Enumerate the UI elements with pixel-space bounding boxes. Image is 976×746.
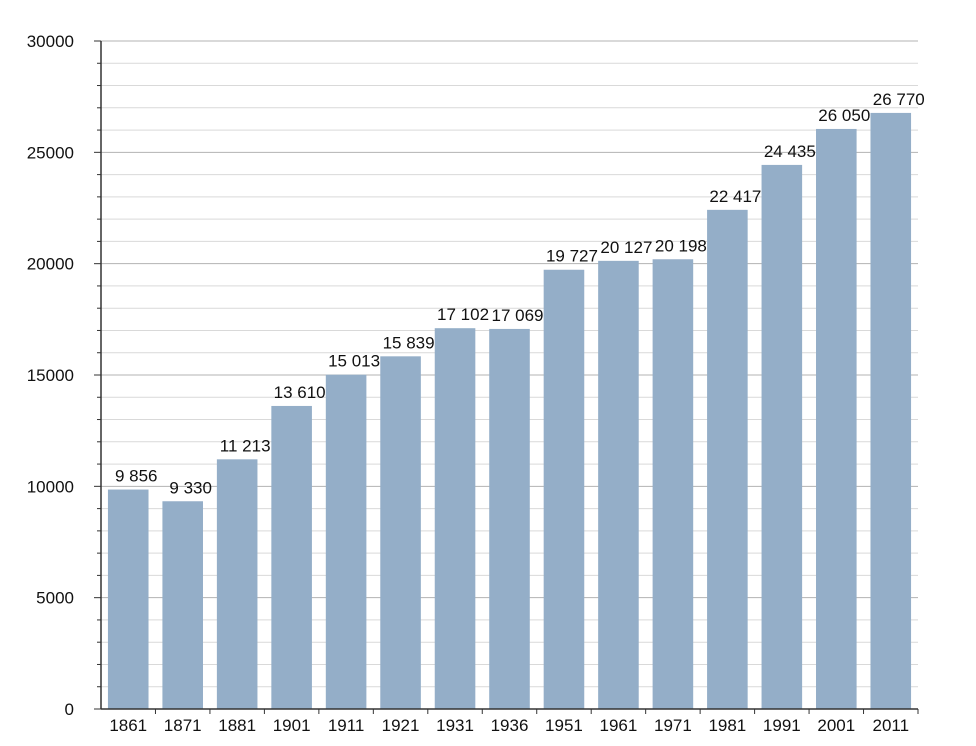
data-label: 9 330 [169, 478, 212, 497]
bar-1861 [107, 489, 149, 709]
bar-1961 [598, 260, 639, 709]
bar-1921 [380, 356, 421, 709]
data-label: 13 610 [274, 383, 326, 402]
axis-layer [94, 40, 919, 714]
bar-1991 [761, 164, 803, 709]
x-tick-label: 1911 [328, 716, 365, 735]
x-tick-label: 1951 [545, 716, 583, 735]
bars-layer [107, 112, 912, 710]
y-tick-label: 25000 [27, 143, 74, 162]
labels-layer: 0 5000 10000 15000 20000 25000 30000 1861 1871 18… [27, 32, 925, 735]
y-tick-label: 15000 [27, 366, 74, 385]
data-label: 11 213 [220, 436, 271, 455]
bar-1901 [271, 405, 312, 709]
data-label: 17 102 [437, 305, 489, 324]
bar-2001 [816, 128, 857, 709]
data-label: 15 839 [383, 333, 435, 352]
y-tick-label: 10000 [27, 477, 74, 496]
bar-1951 [543, 269, 585, 709]
x-tick-label: 1901 [273, 716, 311, 735]
y-tick-label: 0 [65, 700, 74, 719]
x-tick-label: 1861 [109, 716, 147, 735]
x-tick-label: 1961 [600, 716, 638, 735]
data-label: 22 417 [709, 187, 761, 206]
data-label: 9 856 [115, 467, 158, 486]
x-tick-label: 1881 [218, 716, 256, 735]
data-label: 17 069 [492, 306, 544, 325]
y-tick-label: 30000 [27, 32, 74, 51]
data-label: 26 050 [818, 106, 870, 125]
x-tick-label: 2011 [872, 716, 909, 735]
bar-2011 [870, 112, 912, 710]
data-label: 19 727 [546, 247, 598, 266]
bar-1936 [489, 328, 530, 709]
bar-1881 [216, 459, 258, 709]
y-tick-label: 5000 [36, 589, 74, 608]
bar-1871 [162, 501, 203, 709]
x-tick-label: 1871 [164, 716, 202, 735]
x-tick-label: 2001 [817, 716, 855, 735]
y-tick-label: 20000 [27, 255, 74, 274]
data-label: 24 435 [764, 142, 816, 161]
data-label: 20 198 [655, 236, 707, 255]
bar-1981 [707, 209, 748, 709]
x-tick-label: 1921 [382, 716, 420, 735]
x-tick-label: 1971 [654, 716, 692, 735]
bar-1931 [434, 328, 476, 709]
bar-1911 [325, 374, 367, 709]
data-label: 15 013 [328, 352, 380, 371]
data-label: 26 770 [873, 90, 925, 109]
x-tick-label: 1991 [763, 716, 801, 735]
x-tick-label: 1981 [708, 716, 746, 735]
bar-1971 [652, 259, 694, 709]
x-tick-label: 1931 [436, 716, 474, 735]
data-label: 20 127 [600, 238, 652, 257]
x-tick-label: 1936 [491, 716, 529, 735]
